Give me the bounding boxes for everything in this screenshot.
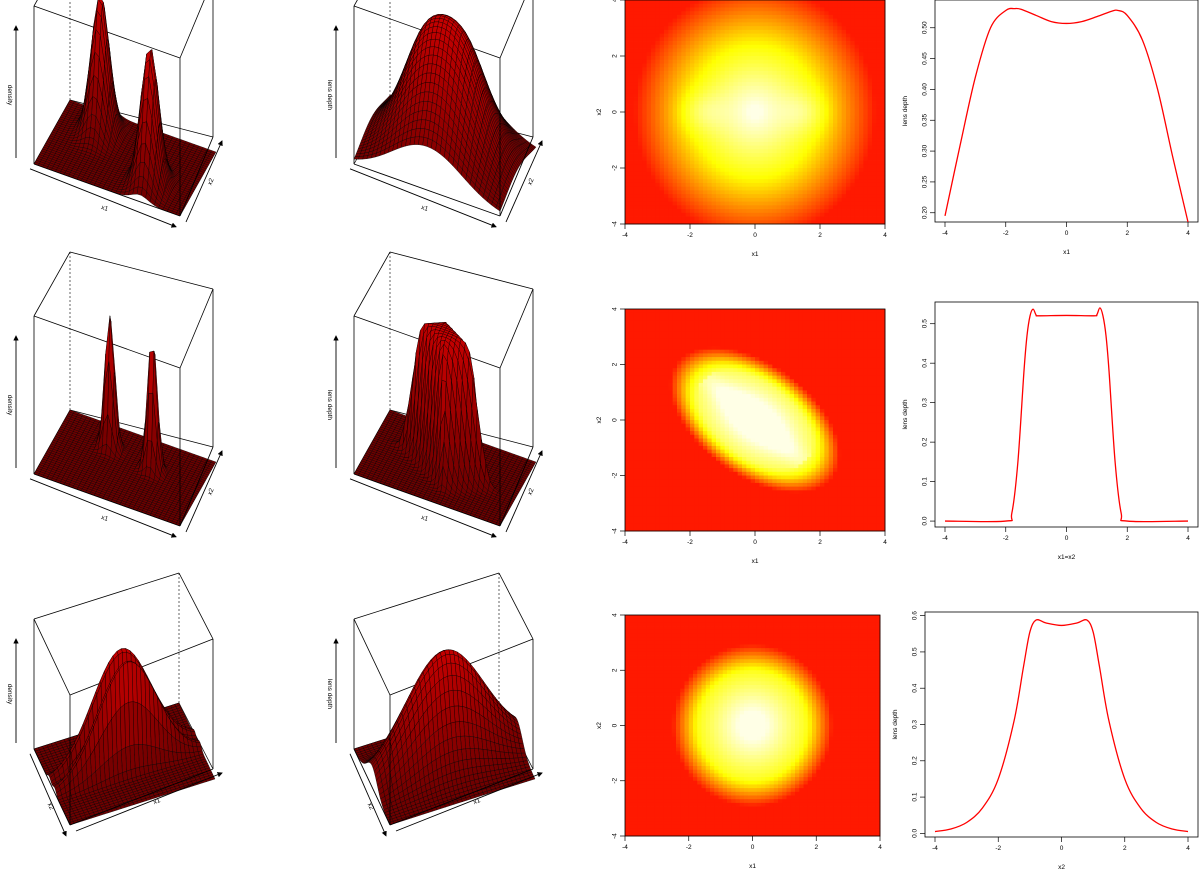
box-edge [180, 289, 213, 368]
box-edge [70, 252, 213, 289]
surface-plot-lens-depth-row1: x1 x2 lens depth [326, 0, 542, 227]
z-axis-label: lens depth [326, 390, 333, 420]
surface-plot-density-row2: x1 x2 density [6, 252, 222, 537]
box-edge [180, 0, 213, 58]
y-axis-label: x2 [207, 177, 216, 186]
z-axis-label: density [6, 395, 13, 416]
y-axis-label: x2 [527, 177, 536, 186]
box-edge [34, 0, 70, 6]
box-edge [179, 573, 213, 639]
y-axis-label: x2 [527, 487, 536, 496]
box-edge [390, 252, 533, 289]
z-axis-label: lens depth [326, 80, 333, 110]
y-axis-label: x2 [207, 487, 216, 496]
surface-plot-lens-depth-row2: x1 x2 lens depth [326, 252, 542, 537]
box-edge [500, 289, 533, 368]
x-axis-label: x1 [420, 514, 429, 523]
x-axis-label: x1 [100, 204, 109, 213]
box-edge [34, 619, 70, 695]
box-edge [354, 252, 390, 316]
surface-plot-density-row1: x1 x2 density [6, 0, 222, 227]
x-axis-label: x1 [420, 204, 429, 213]
box-edge [500, 0, 533, 58]
box-edge [34, 573, 179, 619]
surface-plot-density-row3: x2x1density [6, 573, 222, 836]
z-axis-label: density [6, 85, 13, 106]
box-edge [354, 0, 390, 6]
box-edge [34, 252, 70, 316]
x-axis-label: x1 [100, 514, 109, 523]
